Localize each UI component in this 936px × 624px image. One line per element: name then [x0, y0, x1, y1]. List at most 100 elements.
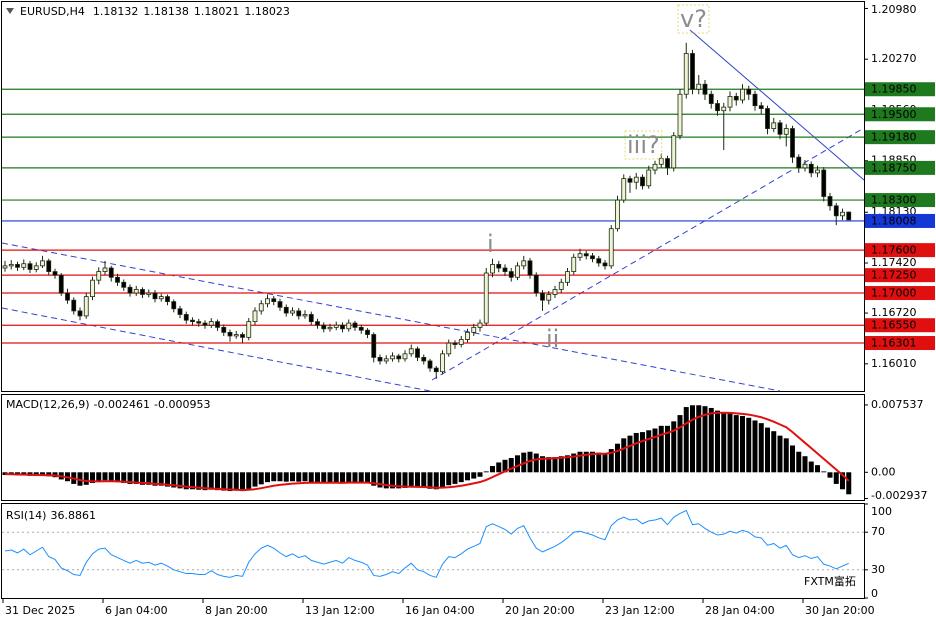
candle-body	[715, 103, 720, 112]
macd-bar	[627, 435, 633, 473]
x-tick-label: 6 Jan 04:00	[105, 604, 168, 617]
macd-bar	[671, 421, 677, 473]
candle-body	[121, 281, 127, 288]
macd-bar	[558, 456, 564, 473]
macd-bar	[215, 472, 220, 491]
macd-bar	[146, 472, 152, 485]
macd-bar	[752, 420, 758, 473]
macd-bar	[315, 472, 320, 483]
candle-body	[652, 163, 658, 171]
wave-label: iii?	[627, 131, 660, 159]
candle-body	[758, 105, 764, 109]
x-tick-label: 31 Dec 2025	[5, 604, 75, 617]
x-tick-label: 13 Jan 12:00	[305, 604, 375, 617]
macd-bar	[127, 472, 133, 484]
macd-bar	[583, 451, 589, 473]
watermark: FXTM富拓	[804, 574, 856, 588]
candle-body	[440, 353, 445, 373]
candle-body	[777, 122, 783, 135]
macd-bar	[252, 472, 258, 487]
rising-trend-line	[431, 127, 865, 381]
candle-body	[415, 348, 420, 358]
macd-bar	[208, 472, 214, 490]
candle-body	[52, 271, 58, 276]
macd-bar	[796, 451, 802, 473]
candle-body	[127, 286, 133, 294]
candle-body	[558, 281, 564, 290]
macd-bar	[340, 472, 345, 484]
candle-body	[771, 122, 777, 129]
candle-body	[302, 314, 308, 317]
macd-bar	[515, 455, 520, 473]
candle-body	[283, 306, 289, 314]
macd-bar	[765, 427, 770, 473]
candle-body	[646, 169, 652, 187]
candle-body	[21, 263, 27, 268]
macd-bar	[190, 472, 195, 490]
price-level-tag	[865, 82, 935, 97]
macd-pane	[1, 394, 865, 501]
candle-body	[290, 310, 295, 314]
candle-body	[821, 169, 827, 197]
symbol: EURUSD,H4	[20, 5, 85, 18]
price-pane	[1, 1, 865, 392]
candle-body	[465, 331, 470, 340]
candle-body	[365, 329, 370, 335]
price-level-label: 1.19500	[871, 108, 917, 121]
candle-body	[621, 178, 627, 201]
candle-body	[627, 178, 633, 183]
channel-lower	[1, 307, 431, 392]
candle-body	[77, 310, 83, 317]
candle-body	[840, 211, 845, 217]
candle-body	[702, 83, 708, 95]
macd-bar	[221, 472, 227, 491]
candle-body	[765, 108, 770, 129]
candle-body	[327, 326, 333, 330]
macd-bar	[296, 472, 302, 482]
candle-body	[227, 331, 233, 337]
candle-body	[146, 292, 152, 295]
macd-bar	[502, 459, 508, 473]
candle-body	[452, 342, 458, 345]
x-tick-label: 28 Jan 04:00	[705, 604, 775, 617]
macd-bar	[715, 410, 720, 473]
candle-body	[315, 321, 320, 326]
macd-bar	[365, 472, 370, 484]
price-level-label: 1.16550	[871, 319, 917, 332]
macd-bar	[658, 425, 664, 473]
candle-body	[271, 298, 277, 303]
macd-bar	[490, 466, 495, 473]
macd-bar	[571, 453, 577, 473]
macd-bar	[227, 472, 233, 492]
y-tick-label: 1.16720	[871, 306, 917, 319]
macd-bar	[346, 472, 352, 483]
candle-body	[258, 303, 264, 312]
macd-bar	[115, 472, 120, 483]
macd-bar	[358, 472, 364, 483]
macd-bar	[327, 472, 333, 484]
macd-bar	[665, 425, 670, 473]
macd-bar	[458, 472, 464, 483]
macd-bar	[477, 472, 483, 477]
macd-bar	[683, 407, 689, 473]
candle-body	[640, 176, 645, 187]
macd-bar	[483, 471, 489, 473]
candle-body	[527, 260, 533, 276]
macd-bar	[402, 472, 408, 488]
price-level-tag	[865, 243, 935, 258]
price-level-label: 1.18008	[871, 214, 917, 227]
macd-bar	[590, 451, 595, 473]
signal-line	[4, 411, 850, 492]
candle-body	[58, 274, 64, 294]
macd-bar	[690, 405, 695, 473]
candle-body	[65, 292, 70, 301]
macd-bar	[602, 453, 608, 473]
macd-bar	[102, 472, 108, 481]
candle-body	[215, 321, 220, 328]
candle-body	[546, 294, 552, 301]
macd-bar	[90, 472, 95, 484]
macd-bar	[815, 465, 820, 473]
candle-body	[477, 322, 483, 328]
